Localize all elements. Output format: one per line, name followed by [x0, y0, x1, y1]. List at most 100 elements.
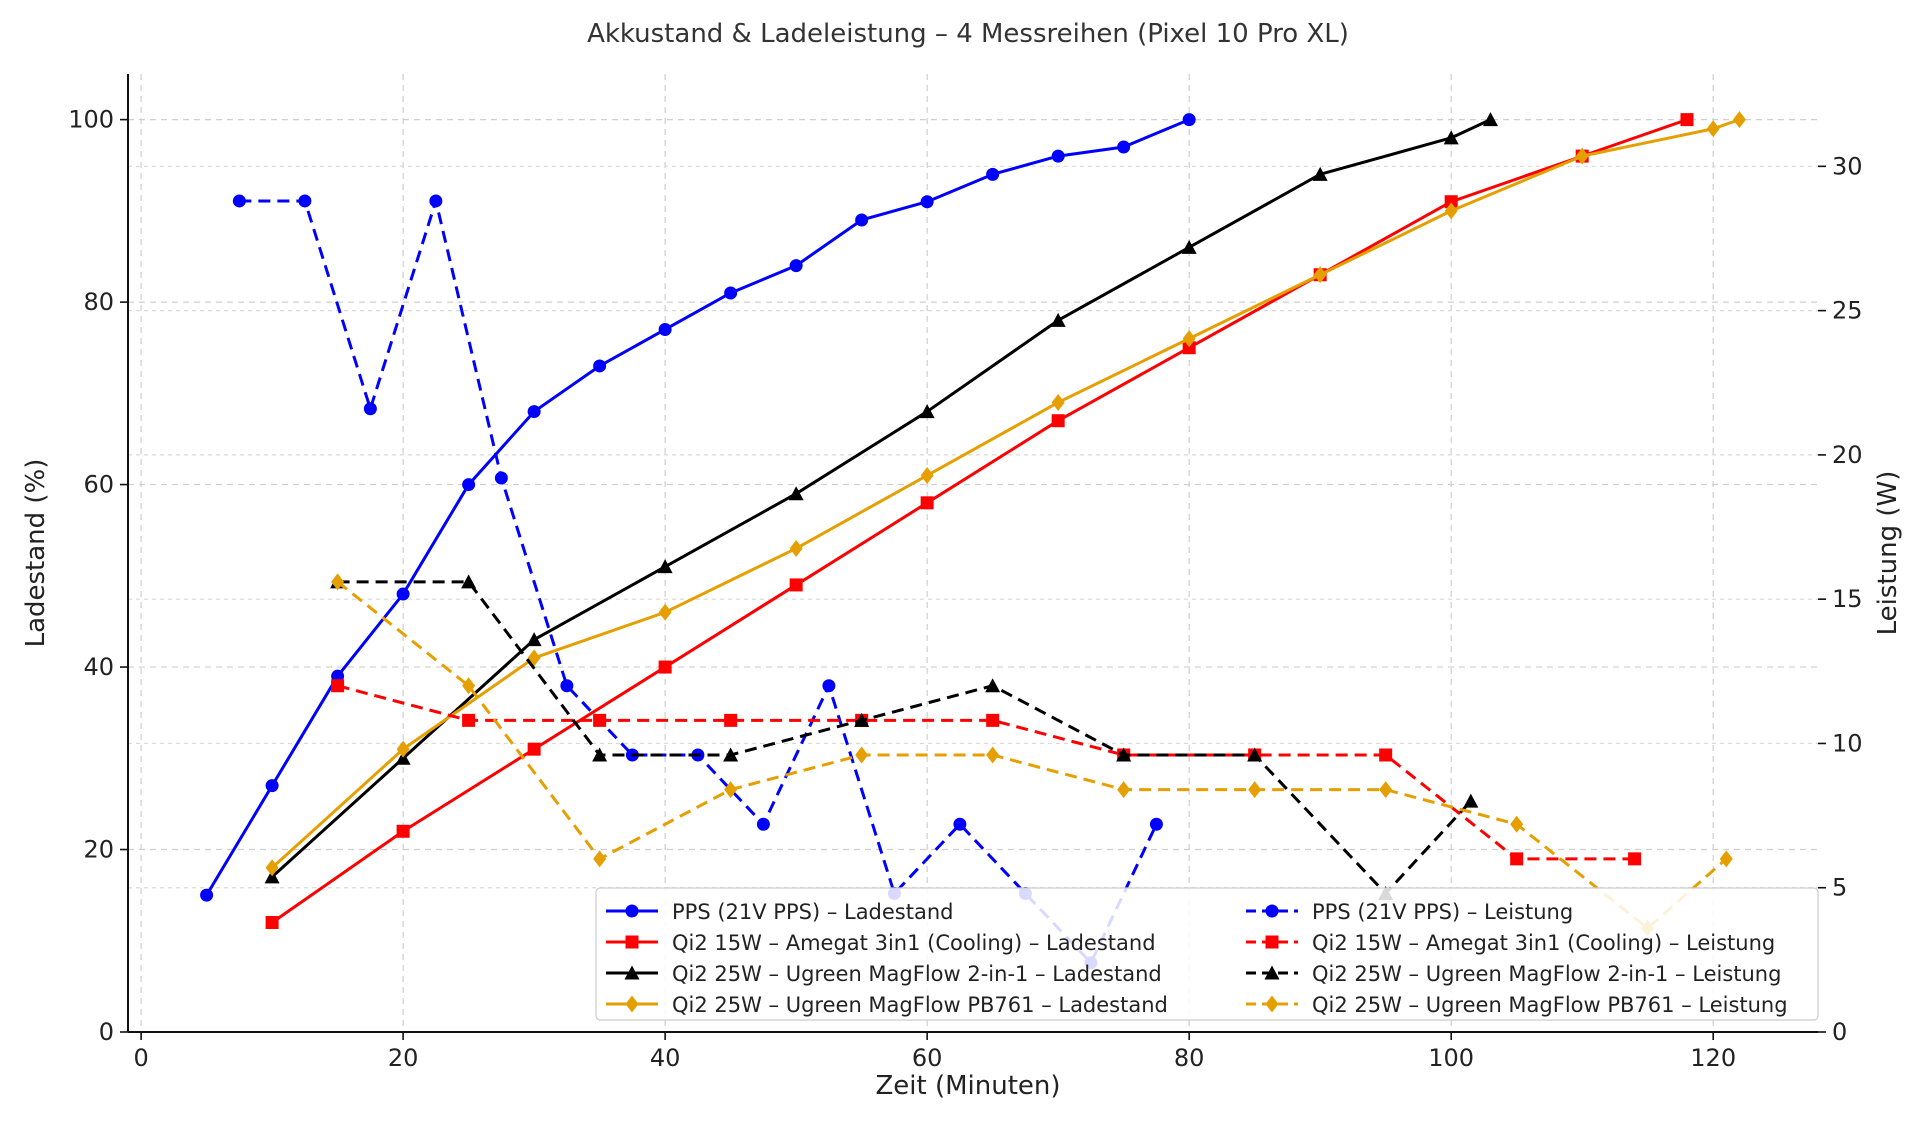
data-point [986, 167, 1000, 181]
series-5 [331, 679, 1642, 866]
data-point [527, 742, 541, 756]
data-point [1706, 120, 1720, 138]
data-point [1182, 341, 1196, 355]
legend-item: PPS (21V PPS) – Leistung [1246, 900, 1573, 924]
x-tick-label: 20 [388, 1044, 419, 1072]
data-point [265, 779, 279, 793]
data-point [1575, 147, 1589, 165]
data-point [723, 747, 739, 762]
data-point [920, 195, 934, 209]
data-point [724, 286, 738, 300]
data-point [1510, 815, 1524, 833]
axes: 0 20 40 60 80 100 120 0 20 40 60 80 100 0 5 10 15 20 25 30 [68, 74, 1863, 1072]
series-1 [265, 113, 1694, 930]
data-point [1117, 781, 1131, 799]
y2-tick-label: 20 [1832, 441, 1863, 469]
data-point [1051, 149, 1065, 163]
legend-marker [625, 995, 639, 1013]
legend-label: Qi2 15W – Amegat 3in1 (Cooling) – Ladest… [672, 931, 1156, 955]
legend-marker [625, 935, 639, 949]
data-point [985, 678, 1001, 693]
data-point [1443, 130, 1459, 145]
data-point [396, 824, 410, 838]
data-point [1247, 747, 1263, 762]
data-point [526, 632, 542, 647]
data-point [1182, 330, 1196, 348]
data-point [232, 194, 246, 208]
y-tick-label: 80 [83, 288, 114, 316]
data-point [1312, 166, 1328, 181]
data-point [593, 713, 607, 727]
x-axis-title: Zeit (Minuten) [875, 1071, 1060, 1101]
x-tick-label: 40 [650, 1044, 681, 1072]
legend-marker [1264, 965, 1280, 980]
data-point [986, 746, 1000, 764]
legend-item: Qi2 25W – Ugreen MagFlow 2-in-1 – Ladest… [606, 962, 1162, 986]
y2-tick-label: 15 [1832, 585, 1863, 613]
series-line [205, 118, 1190, 896]
legend-label: Qi2 25W – Ugreen MagFlow PB761 – Ladesta… [672, 993, 1168, 1017]
data-point [363, 402, 377, 416]
data-point [919, 404, 935, 419]
data-point [1181, 239, 1197, 254]
legend-label: PPS (21V PPS) – Leistung [1312, 900, 1573, 924]
series-0 [200, 113, 1196, 902]
data-point [592, 747, 608, 762]
data-point [789, 578, 803, 592]
y-tick-label: 40 [83, 653, 114, 681]
data-point [265, 916, 279, 930]
series [200, 111, 1746, 970]
data-point [200, 888, 214, 902]
data-point [1313, 266, 1327, 284]
legend-marker [625, 904, 639, 918]
y-tick-label: 20 [83, 836, 114, 864]
data-point [789, 539, 803, 557]
y2-tick-label: 10 [1832, 729, 1863, 757]
data-point [658, 322, 672, 336]
legend-label: Qi2 25W – Ugreen MagFlow 2-in-1 – Leistu… [1312, 962, 1781, 986]
legend-label: PPS (21V PPS) – Ladestand [672, 900, 954, 924]
legend-marker [1265, 904, 1279, 918]
data-point [265, 859, 279, 877]
legend-item: Qi2 15W – Amegat 3in1 (Cooling) – Ladest… [606, 931, 1156, 955]
legend-marker [1265, 935, 1279, 949]
data-point [298, 194, 312, 208]
data-point [789, 259, 803, 273]
y-tick-label: 0 [99, 1018, 114, 1046]
series-7 [331, 573, 1733, 937]
data-point [1051, 414, 1065, 428]
legend-marker [624, 965, 640, 980]
data-point [1051, 393, 1065, 411]
y2-tick-label: 0 [1832, 1018, 1847, 1046]
data-point [1482, 112, 1498, 127]
data-point [331, 573, 345, 591]
series-line [271, 118, 1740, 869]
data-point [331, 679, 345, 693]
y2-axis-title: Leistung (W) [1873, 471, 1903, 636]
data-point [953, 817, 967, 831]
data-point [855, 213, 869, 227]
series-line [271, 118, 1492, 879]
data-point [462, 677, 476, 695]
data-point [429, 194, 443, 208]
legend-item: Qi2 25W – Ugreen MagFlow PB761 – Leistun… [1246, 993, 1788, 1017]
legend-item: Qi2 25W – Ugreen MagFlow 2-in-1 – Leistu… [1246, 962, 1781, 986]
y2-tick-label: 30 [1832, 152, 1863, 180]
data-point [1680, 113, 1694, 127]
series-line [337, 684, 1635, 861]
data-point [1379, 748, 1393, 762]
data-point [494, 471, 508, 485]
x-tick-label: 80 [1174, 1044, 1205, 1072]
legend-item: Qi2 25W – Ugreen MagFlow PB761 – Ladesta… [606, 993, 1168, 1017]
y-tick-label: 60 [83, 471, 114, 499]
data-point [658, 603, 672, 621]
data-point [1444, 202, 1458, 220]
legend-label: Qi2 25W – Ugreen MagFlow 2-in-1 – Ladest… [672, 962, 1162, 986]
data-point [854, 712, 870, 727]
legend-label: Qi2 15W – Amegat 3in1 (Cooling) – Leistu… [1312, 931, 1775, 955]
series-3 [265, 111, 1746, 877]
data-point [1732, 111, 1746, 129]
x-tick-label: 100 [1428, 1044, 1474, 1072]
data-point [920, 496, 934, 510]
